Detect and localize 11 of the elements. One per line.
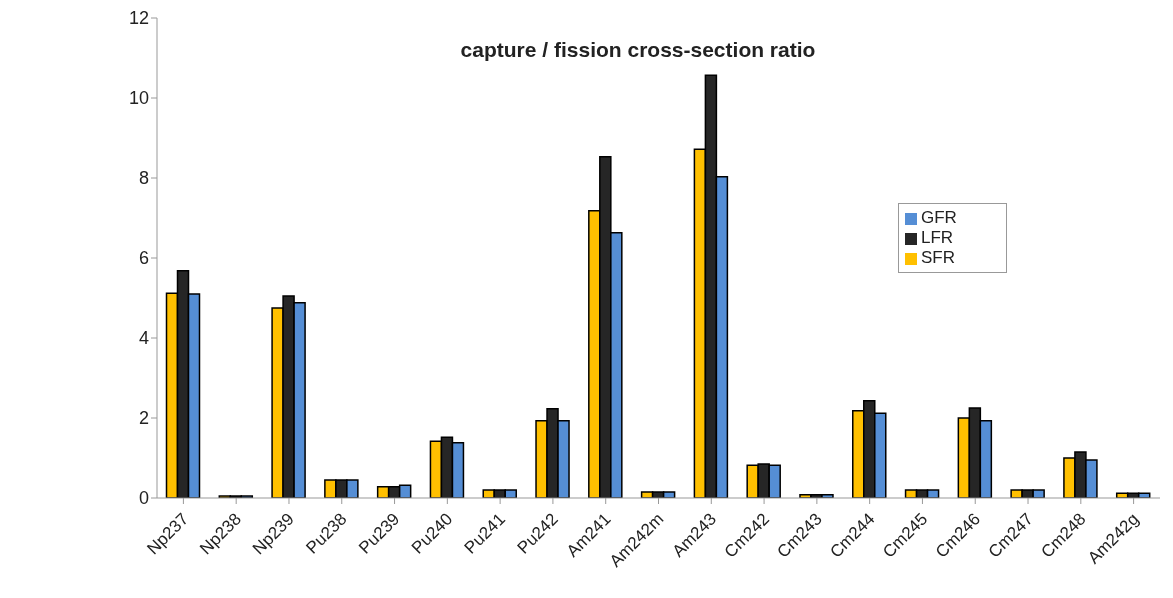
legend-label: SFR bbox=[921, 248, 955, 267]
y-tick-label: 10 bbox=[128, 88, 149, 109]
y-tick-label: 6 bbox=[138, 248, 149, 269]
legend-label: GFR bbox=[921, 208, 957, 227]
y-tick-label: 8 bbox=[138, 168, 149, 189]
y-tick-label: 2 bbox=[138, 408, 149, 429]
y-tick-label: 12 bbox=[128, 8, 149, 29]
y-tick-label: 4 bbox=[138, 328, 149, 349]
legend-label: LFR bbox=[921, 228, 954, 247]
text: capture / fission cross-section ratio bbox=[459, 38, 817, 62]
y-tick-label: 0 bbox=[138, 488, 149, 509]
